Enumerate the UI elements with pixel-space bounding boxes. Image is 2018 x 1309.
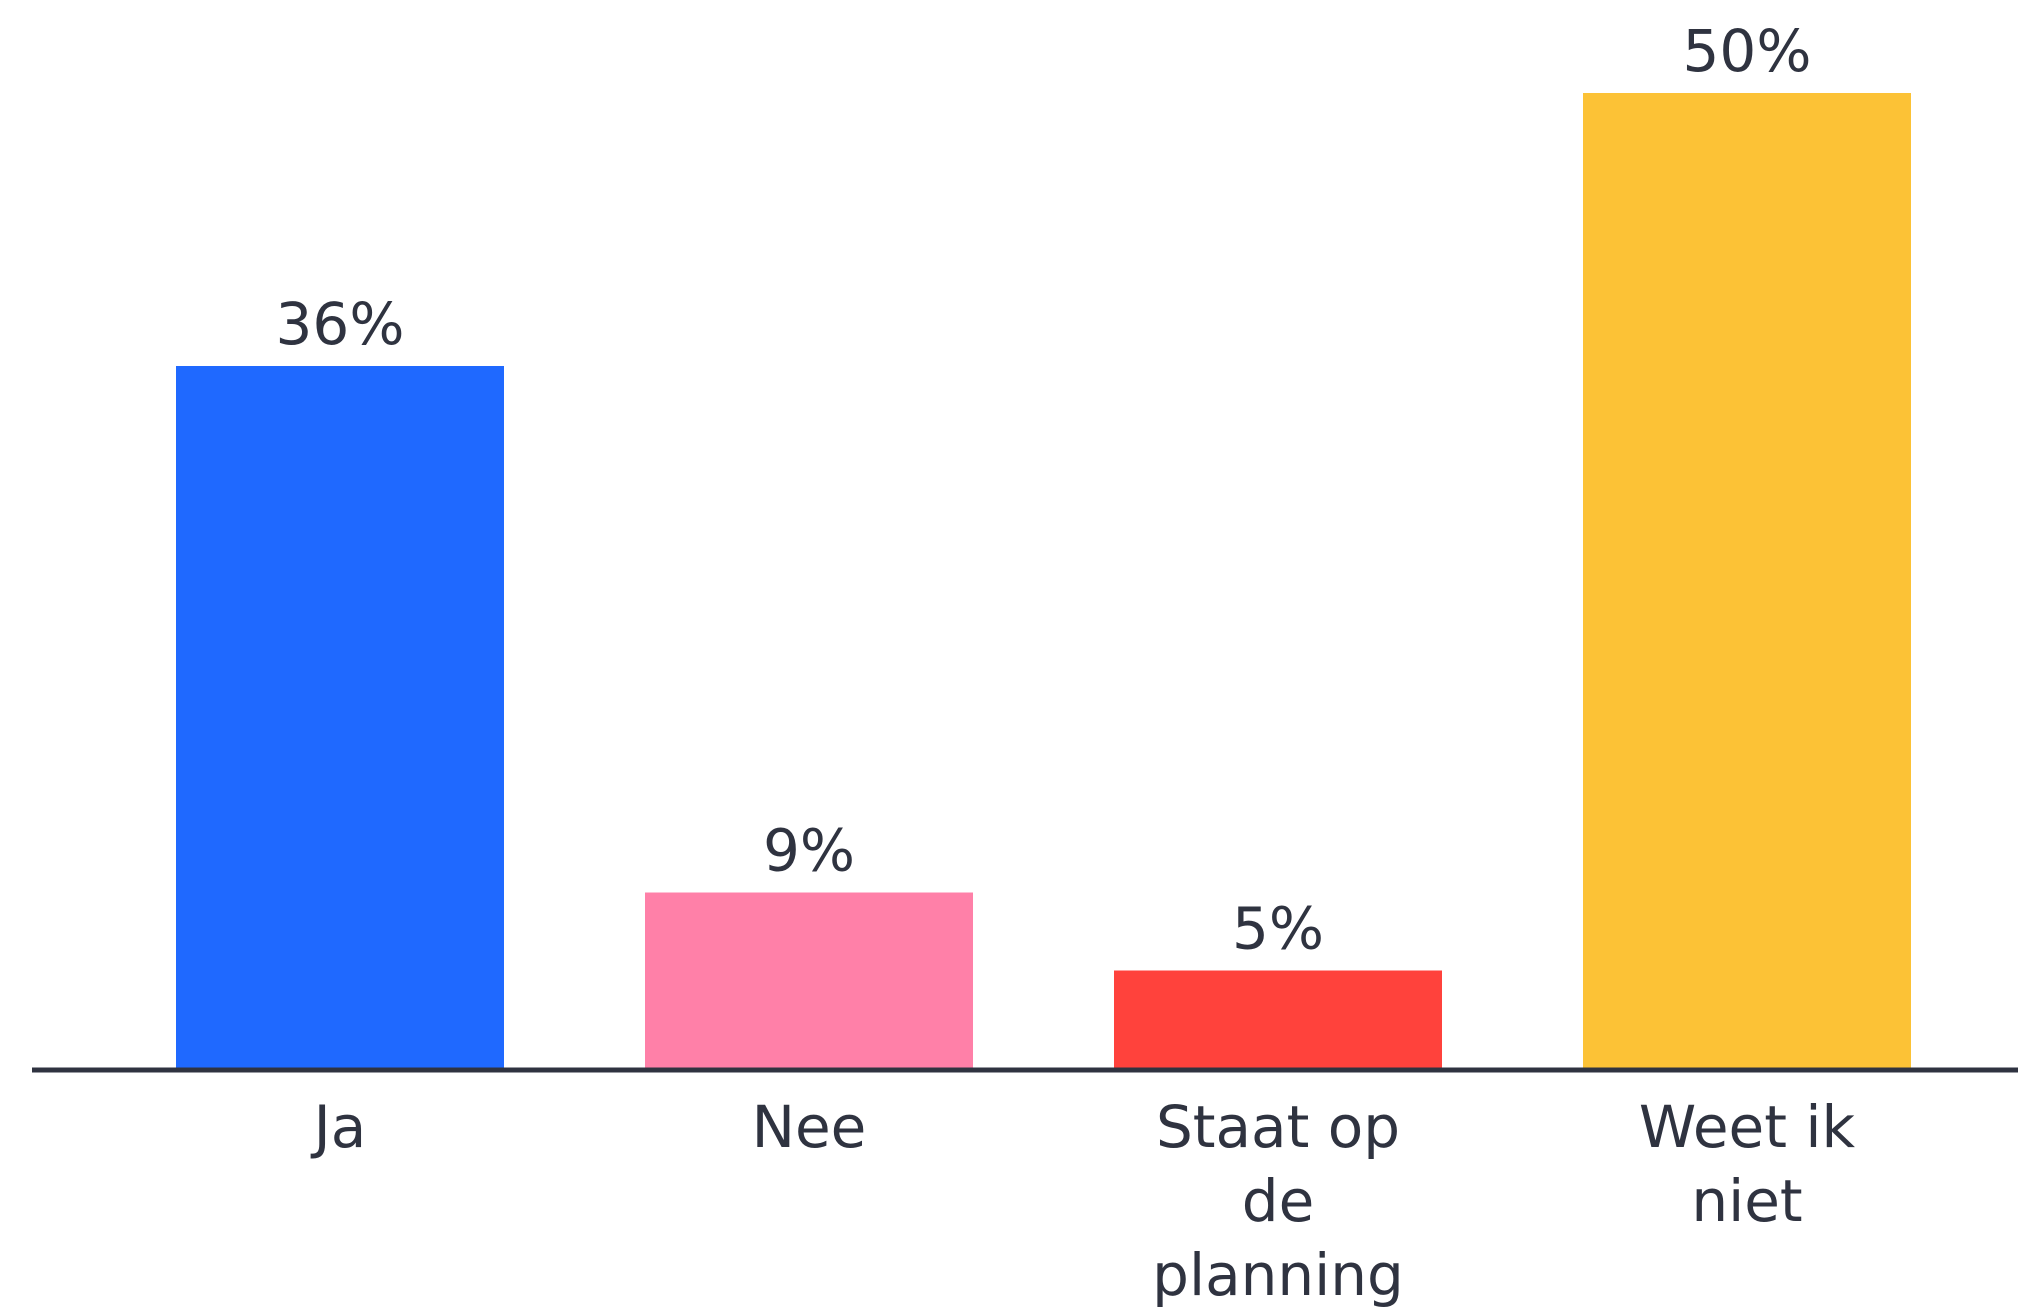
value-label-ja: 36% [276,290,405,358]
category-label-ja: Ja [311,1093,367,1161]
bar-nee [645,892,973,1068]
bar-weet-ik-niet [1583,93,1911,1068]
category-label-line: planning [1152,1241,1404,1309]
category-label-line: Weet ik [1639,1093,1856,1161]
value-label-staat-op-de-planning: 5% [1232,895,1324,963]
value-label-nee: 9% [763,817,855,885]
category-label-line: Ja [311,1093,367,1161]
bar-ja [176,366,504,1068]
category-label-line: Staat op [1156,1093,1400,1161]
bars-group [176,93,1911,1068]
category-label-staat-op-de-planning: Staat op de planning [1152,1093,1404,1309]
category-label-line: de [1242,1167,1315,1235]
value-label-weet-ik-niet: 50% [1683,17,1812,85]
category-label-line: niet [1691,1167,1802,1235]
bar-staat-op-de-planning [1114,970,1442,1068]
category-label-weet-ik-niet: Weet ik niet [1639,1093,1856,1235]
value-labels-group: 36% 9% 5% 50% [276,17,1812,963]
category-labels-group: Ja Nee Staat op de planning Weet ik niet [311,1093,1856,1309]
category-label-line: Nee [752,1093,867,1161]
category-label-nee: Nee [752,1093,867,1161]
